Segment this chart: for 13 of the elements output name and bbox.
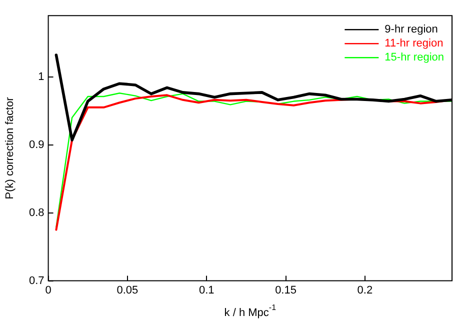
x-tick-label: 0.2 <box>357 284 373 296</box>
legend-label: 15-hr region <box>384 52 444 64</box>
y-tick-label: 0.8 <box>28 206 44 219</box>
y-axis-title: P(k) correction factor <box>4 96 16 200</box>
y-tick-label: 0.7 <box>28 274 44 287</box>
y-tick-label: 1 <box>38 70 44 83</box>
y-tick-label: 0.9 <box>28 138 44 151</box>
legend-label: 9-hr region <box>384 24 438 36</box>
x-tick-label: 0.05 <box>116 284 138 296</box>
x-tick-label: 0.1 <box>198 284 214 296</box>
x-tick-label: 0 <box>45 284 52 296</box>
legend-label: 11-hr region <box>384 38 444 50</box>
x-tick-label: 0.15 <box>275 284 296 296</box>
